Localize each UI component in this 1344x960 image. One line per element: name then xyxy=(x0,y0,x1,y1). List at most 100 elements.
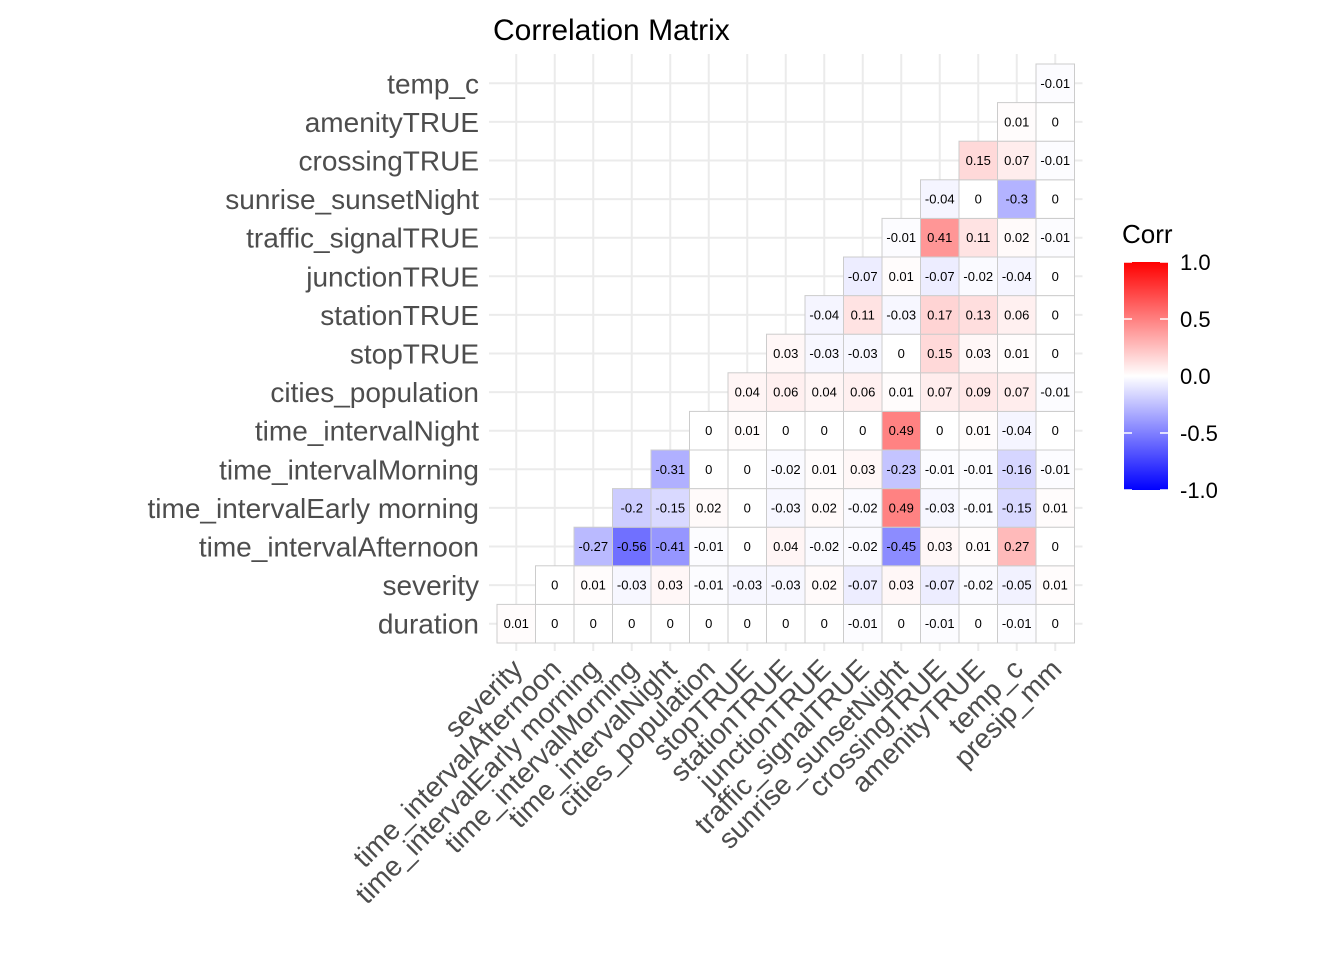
heatmap-cell: 0 xyxy=(727,449,767,490)
heatmap-cell-label: 0 xyxy=(744,500,751,515)
heatmap-cell: -0.02 xyxy=(804,526,844,567)
heatmap-cell: -0.02 xyxy=(843,526,883,567)
heatmap-cell-label: 0.06 xyxy=(850,385,875,400)
heatmap-cell: 0 xyxy=(1035,333,1075,374)
heatmap-cell-rect xyxy=(727,488,767,528)
heatmap-cell-rect xyxy=(1035,372,1075,412)
heatmap-cell-label: -0.03 xyxy=(732,578,762,593)
heatmap-cell-label: 0 xyxy=(1052,307,1059,322)
heatmap-cell: 0.02 xyxy=(997,217,1037,258)
legend-tick-label: 0.5 xyxy=(1180,307,1211,332)
heatmap-cell: 0.06 xyxy=(997,295,1037,335)
heatmap-cell: -0.01 xyxy=(689,526,729,567)
heatmap-cell: 0 xyxy=(535,603,575,644)
heatmap-cell-rect xyxy=(997,256,1037,297)
heatmap-cell-rect xyxy=(804,449,844,490)
heatmap-cell-rect xyxy=(804,295,844,335)
heatmap-cell-rect xyxy=(920,410,960,451)
y-tick-amenitytrue: amenityTRUE xyxy=(305,107,479,138)
heatmap-cell-label: 0 xyxy=(1052,616,1059,631)
heatmap-cell: 0.11 xyxy=(958,217,998,258)
heatmap-cell-rect xyxy=(843,565,883,605)
heatmap-cell-rect xyxy=(920,295,960,335)
heatmap-cell-label: 0.03 xyxy=(966,346,991,361)
heatmap-cell-label: -0.07 xyxy=(925,578,955,593)
heatmap-cell-rect xyxy=(920,256,960,297)
y-tick-time-intervalearly-morning: time_intervalEarly morning xyxy=(148,493,479,524)
heatmap-cell: -0.01 xyxy=(1035,372,1075,412)
heatmap-cell: 0.04 xyxy=(766,526,806,567)
heatmap-cell-rect xyxy=(958,217,998,258)
heatmap-cell: 0 xyxy=(881,603,921,644)
heatmap-cell-label: -0.01 xyxy=(963,462,993,477)
heatmap-cell-label: 0.01 xyxy=(812,462,837,477)
heatmap-cell: 0.01 xyxy=(958,526,998,567)
heatmap-cell: -0.01 xyxy=(958,449,998,490)
heatmap-cell: -0.02 xyxy=(958,565,998,605)
heatmap-cell-rect xyxy=(573,526,613,567)
color-legend: Corr 1.0 0.5 0.0 -0.5 -1.0 xyxy=(1122,219,1218,503)
heatmap-cell-rect xyxy=(804,526,844,567)
heatmap-cell-label: 0.02 xyxy=(812,578,837,593)
heatmap-cell-rect xyxy=(881,372,921,412)
heatmap-cell-label: -0.01 xyxy=(848,616,878,631)
heatmap-cell-label: 0 xyxy=(859,423,866,438)
heatmap-cell-rect xyxy=(689,449,729,490)
heatmap-cell: 0 xyxy=(804,603,844,644)
heatmap-cell-label: 0.03 xyxy=(658,578,683,593)
heatmap-cell-rect xyxy=(1035,217,1075,258)
heatmap-cell-rect xyxy=(920,449,960,490)
heatmap-cell: 0.03 xyxy=(958,333,998,374)
heatmap-cell: 0.01 xyxy=(997,102,1037,142)
y-tick-stoptrue: stopTRUE xyxy=(350,339,479,370)
heatmap-cell-rect xyxy=(920,333,960,374)
heatmap-cell-rect xyxy=(881,217,921,258)
heatmap-cell: 0 xyxy=(612,603,652,644)
heatmap-cell-label: 0.09 xyxy=(966,385,991,400)
heatmap-cell-label: -0.03 xyxy=(809,346,839,361)
heatmap-cell: 0 xyxy=(650,603,690,644)
heatmap-cell: -0.07 xyxy=(920,565,960,605)
heatmap-cell: 0 xyxy=(804,410,844,451)
heatmap-cell-label: 0.02 xyxy=(1004,230,1029,245)
heatmap-cell-rect xyxy=(727,449,767,490)
heatmap-cell-rect xyxy=(689,488,729,528)
heatmap-cell-label: 0 xyxy=(705,462,712,477)
heatmap-cell-rect xyxy=(804,372,844,412)
heatmap-cell-label: -0.01 xyxy=(925,616,955,631)
heatmap-cell: -0.56 xyxy=(612,526,652,567)
heatmap-cell: -0.27 xyxy=(573,526,613,567)
heatmap-cell-label: 0.01 xyxy=(966,423,991,438)
heatmap-cell-label: -0.23 xyxy=(886,462,916,477)
heatmap-cell-label: -0.02 xyxy=(771,462,801,477)
heatmap-cell: 0.49 xyxy=(881,410,921,451)
heatmap-cell-label: -0.16 xyxy=(1002,462,1032,477)
heatmap-cell-label: 0.06 xyxy=(773,385,798,400)
heatmap-cell: -0.01 xyxy=(1035,217,1075,258)
heatmap-cell: 0.01 xyxy=(727,410,767,451)
heatmap-cell-rect xyxy=(881,295,921,335)
heatmap-cell: 0 xyxy=(727,488,767,528)
heatmap-cell-label: 0 xyxy=(1052,269,1059,284)
heatmap-cell: 0 xyxy=(1035,179,1075,219)
heatmap-cell-label: -0.07 xyxy=(848,578,878,593)
heatmap-cell-rect xyxy=(958,256,998,297)
heatmap-cell-label: 0 xyxy=(936,423,943,438)
heatmap-cell-label: 0 xyxy=(1052,346,1059,361)
heatmap-cell-rect xyxy=(997,565,1037,605)
heatmap-cell-label: -0.01 xyxy=(1040,462,1070,477)
heatmap-cell-label: 0.07 xyxy=(1004,153,1029,168)
heatmap-cell: -0.02 xyxy=(958,256,998,297)
heatmap-cell-label: 0 xyxy=(667,616,674,631)
heatmap-cell: 0.01 xyxy=(997,333,1037,374)
heatmap-cell: 0.06 xyxy=(766,372,806,412)
heatmap-cell-label: 0.49 xyxy=(889,423,914,438)
heatmap-cell: -0.01 xyxy=(958,488,998,528)
heatmap-cell-label: 0.11 xyxy=(851,307,875,322)
heatmap-cell-label: 0.11 xyxy=(966,230,990,245)
heatmap-cell: -0.15 xyxy=(997,488,1037,528)
heatmap-cell: 0 xyxy=(958,603,998,644)
heatmap-cell-label: 0 xyxy=(898,346,905,361)
y-tick-duration: duration xyxy=(378,609,479,640)
heatmap-cell-label: 0.27 xyxy=(1004,539,1029,554)
